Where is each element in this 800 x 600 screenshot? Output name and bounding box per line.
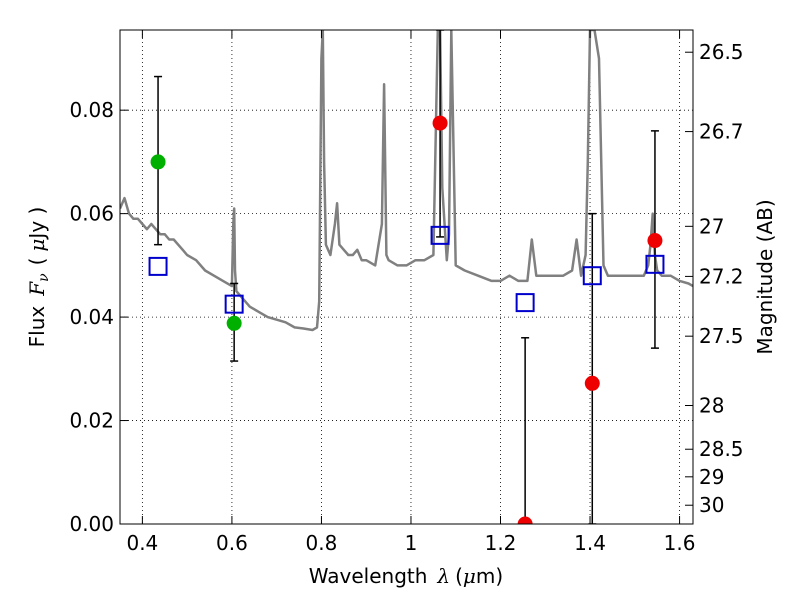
y-tick-label: 0.08 [69,98,114,122]
red-data-point [584,375,600,391]
y-axis-label: Flux Fν ( μJy ) [25,207,52,348]
y-tick-label: 0.02 [69,409,114,433]
y-axis-label-symbol: F [25,281,49,297]
x-axis-label: Wavelength λ (μm) [309,564,503,588]
spectrum-line [120,30,693,332]
x-tick-label: 1 [405,531,418,555]
y2-tick-label: 30 [699,493,724,517]
y2-tick-label: 27 [699,214,724,238]
model-flux-square [582,266,602,286]
green-data-point [226,315,242,331]
y2-tick-label: 29 [699,465,724,489]
grid [120,30,693,525]
y2-axis-label: Magnitude (AB) [753,199,777,354]
red-data-point [647,233,663,249]
y-tick-label: 0.04 [69,305,114,329]
x-tick-label: 0.8 [306,531,338,555]
y2-tick-label: 27.5 [699,324,744,348]
plot-area [120,30,693,524]
x-axis-label-unit-open: ( [455,564,463,588]
axes: 0.4 0.6 0.8 1 1.2 1.4 1.6 0.00 0.02 0.04 0.06 0.08 2… [69,30,744,555]
y-axis-label-unit-open: ( [25,258,49,266]
y-tick-label: 0.00 [69,512,114,536]
model-flux-square [224,294,244,314]
red-data-point [432,115,448,131]
red-data-point [517,516,533,524]
y2-tick-label: 28 [699,393,724,417]
x-axis-label-unit-rest: m) [476,564,503,588]
green-data-point [150,154,166,170]
x-axis-label-symbol: λ [436,564,450,588]
y2-tick-label: 28.5 [699,437,744,461]
x-axis-label-text: Wavelength [309,564,428,588]
y-tick-label: 0.06 [69,202,114,226]
model-flux-square [515,293,535,313]
model-flux-square [430,225,450,245]
x-tick-label: 1.4 [574,531,606,555]
y-axis-label-text: Flux [25,306,49,348]
model-flux-square [148,256,168,276]
x-tick-label: 1.2 [485,531,517,555]
model-flux-square [645,254,665,274]
y-axis-label-unit-rest: Jy ) [25,207,49,241]
y2-tick-label: 26.7 [699,120,744,144]
plot-frame [119,29,694,525]
y2-tick-label: 26.5 [699,40,744,64]
y-axis-label-unit-mu: μ [25,239,49,252]
y-axis-label-subscript: ν [36,273,52,282]
x-axis-label-unit-mu: μ [463,564,476,588]
x-tick-label: 1.6 [664,531,696,555]
x-tick-label: 0.6 [216,531,248,555]
y2-tick-label: 27.2 [699,264,744,288]
x-tick-label: 0.4 [126,531,158,555]
